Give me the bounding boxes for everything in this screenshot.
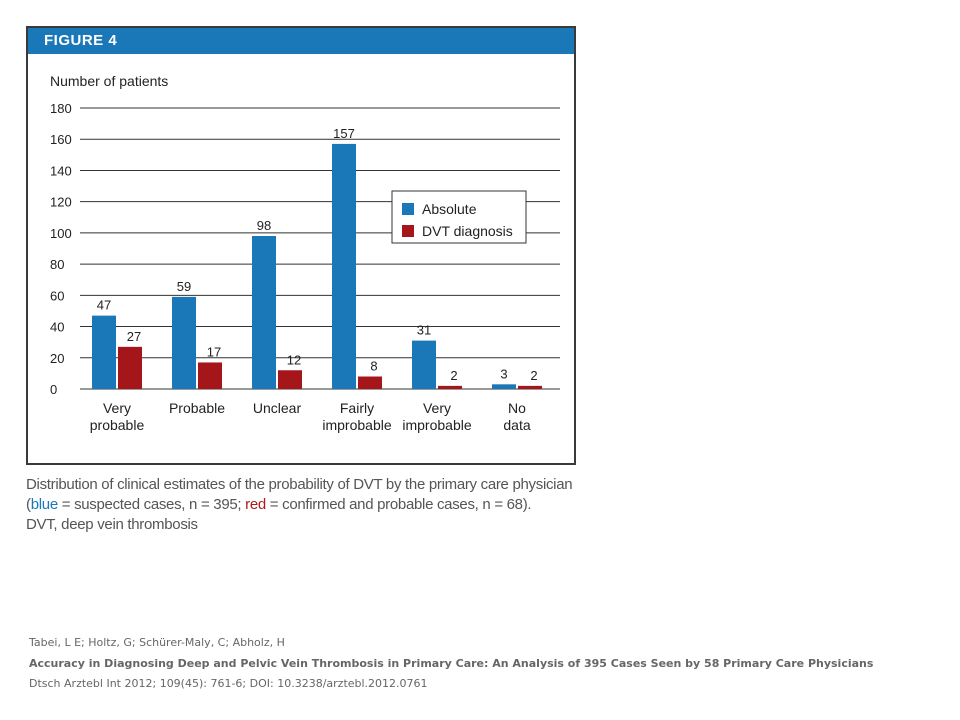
data-label: 2	[450, 368, 457, 383]
x-tick-label: Fairly	[340, 400, 374, 416]
data-label: 157	[333, 126, 355, 141]
bar-absolute	[92, 315, 116, 389]
data-label: 27	[127, 329, 141, 344]
citation-journal: Dtsch Arztebl Int 2012; 109(45): 761-6; …	[29, 677, 428, 690]
data-label: 2	[530, 368, 537, 383]
x-tick-label: probable	[90, 417, 145, 433]
data-label: 3	[500, 366, 507, 381]
y-tick-label: 120	[50, 195, 72, 210]
bar-absolute	[252, 236, 276, 389]
y-tick-label: 100	[50, 226, 72, 241]
bar-absolute	[172, 296, 196, 389]
caption-line-1: Distribution of clinical estimates of th…	[26, 476, 573, 493]
caption-red: red	[245, 496, 266, 513]
legend-label: Absolute	[422, 201, 477, 217]
y-tick-label: 60	[50, 288, 64, 303]
bar-dvt	[358, 376, 382, 389]
y-tick-label: 180	[50, 101, 72, 116]
bar-absolute	[492, 384, 516, 389]
figure-header: FIGURE 4	[28, 28, 574, 54]
x-tick-label: Very	[103, 400, 131, 416]
caption-end: = confirmed and probable cases, n = 68).	[265, 496, 532, 513]
y-tick-label: 20	[50, 351, 64, 366]
y-tick-label: 140	[50, 163, 72, 178]
caption-open: (	[26, 496, 31, 513]
x-tick-label: No	[508, 400, 526, 416]
y-tick-label: 40	[50, 320, 64, 335]
citation-authors: Tabei, L E; Holtz, G; Schürer-Maly, C; A…	[29, 636, 285, 649]
x-tick-label: improbable	[322, 417, 391, 433]
caption-mid: = suspected cases, n = 395;	[57, 496, 246, 513]
figure-box: FIGURE 4 Number of patients 0 20 40 60 80 100 1…	[26, 26, 576, 465]
bar-absolute	[332, 143, 356, 389]
data-label: 17	[207, 344, 221, 359]
x-tick-label: data	[503, 417, 530, 433]
legend-swatch	[402, 203, 414, 215]
citation-title: Accuracy in Diagnosing Deep and Pelvic V…	[29, 657, 874, 670]
legend-box	[391, 190, 527, 244]
bar-dvt	[278, 370, 302, 389]
bar-dvt	[518, 385, 542, 389]
bar-absolute	[412, 340, 436, 389]
y-axis-title: Number of patients	[50, 73, 168, 89]
caption-line-2: (blue = suspected cases, n = 395; red = …	[26, 496, 532, 513]
bar-dvt	[438, 385, 462, 389]
legend-label: DVT diagnosis	[422, 223, 513, 239]
data-label: 12	[287, 352, 301, 367]
bar-dvt	[118, 346, 142, 389]
y-tick-label: 0	[50, 382, 57, 397]
y-tick-label: 160	[50, 132, 72, 147]
caption-blue: blue	[30, 496, 58, 513]
caption-line-3: DVT, deep vein thrombosis	[26, 516, 198, 533]
data-label: 59	[177, 279, 191, 294]
x-tick-label: improbable	[402, 417, 471, 433]
data-label: 31	[417, 323, 431, 338]
data-label: 98	[257, 218, 271, 233]
legend-swatch	[402, 225, 414, 237]
data-label: 47	[97, 298, 111, 313]
bar-chart: Number of patients 0 20 40 60 80 100 120 140 160 1…	[50, 73, 560, 433]
x-tick-label: Very	[423, 400, 451, 416]
y-tick-label: 80	[50, 257, 64, 272]
data-label: 8	[370, 359, 377, 374]
bar-dvt	[198, 362, 222, 389]
x-tick-label: Probable	[169, 400, 225, 416]
x-tick-label: Unclear	[253, 400, 302, 416]
